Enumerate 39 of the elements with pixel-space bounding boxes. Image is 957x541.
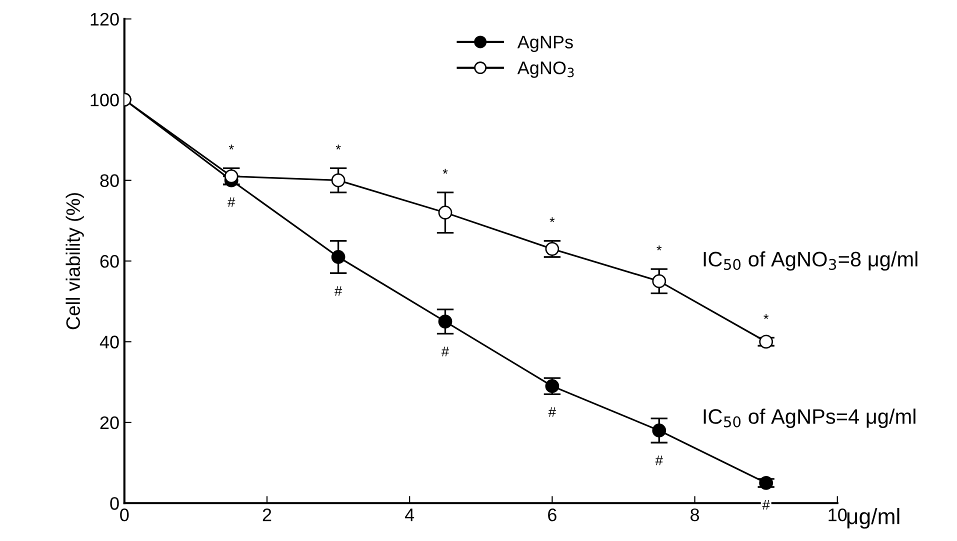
point [652, 274, 666, 288]
point [438, 314, 452, 328]
legend-label: AgNO$_{3}$ [517, 61, 574, 78]
point [652, 424, 666, 438]
annotation: * [550, 217, 555, 222]
y-tick-label: 80 [100, 174, 119, 188]
legend-label: AgNPs [517, 36, 573, 52]
annotation: * [656, 246, 662, 250]
annotation: * [764, 314, 769, 320]
annotation: # [655, 456, 663, 466]
x-tick-label: 6 [548, 508, 556, 522]
annotation: # [334, 286, 342, 296]
y-tick-label: 20 [100, 416, 119, 430]
y-tick-label: 60 [100, 254, 119, 268]
point [331, 250, 346, 264]
y-tick-label: 120 [90, 12, 119, 26]
y-tick-label: 0 [110, 497, 119, 510]
annotation: # [228, 197, 236, 207]
x-axis-title: μg/ml [847, 508, 900, 529]
annotation: * [336, 144, 341, 150]
annotation: # [548, 407, 556, 417]
annotation: # [441, 346, 450, 356]
x-tick-label: 2 [262, 508, 272, 522]
annotation: IC$_{50}$ of AgNPs=4 μg/ml [704, 408, 916, 428]
annotation: IC$_{50}$ of AgNO$_{3}$=8 μg/ml [704, 251, 918, 271]
point [759, 334, 774, 349]
y-tick-label: 100 [90, 94, 119, 106]
x-tick-label: 10 [828, 508, 847, 522]
x-tick-label: 8 [690, 508, 700, 522]
annotation: * [228, 144, 234, 150]
x-tick-label: 4 [404, 508, 414, 522]
y-tick-label: 40 [100, 336, 119, 348]
annotation: # [762, 500, 770, 510]
x-tick-label: 0 [120, 508, 129, 522]
point [331, 173, 346, 188]
y-axis-title: Cell viability (%) [66, 193, 84, 330]
point [759, 476, 774, 490]
point [438, 206, 452, 220]
annotation: * [442, 168, 448, 174]
